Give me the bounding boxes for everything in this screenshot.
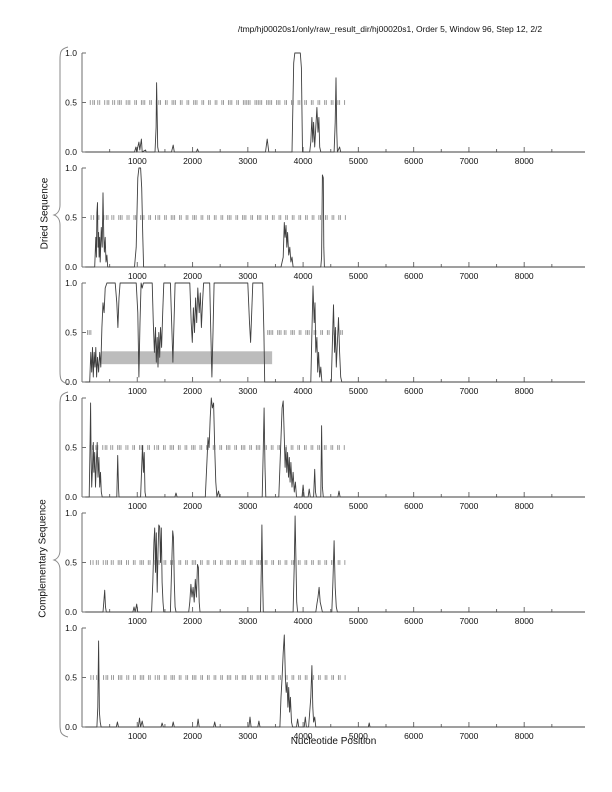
trace-complementary-2 [85,515,585,613]
trace-complementary-3 [85,634,585,728]
svg-text:3000: 3000 [238,731,257,741]
panel-complementary-2: 0.0 0.5 1.0 1000 2000 3000 4000 5000 6000 7000 800… [65,508,585,626]
trace-dried-1 [85,52,585,153]
svg-text:6000: 6000 [404,731,423,741]
brace-top-icon [52,46,69,385]
panel-complementary-3: 0.0 0.5 1.0 1000 2000 3000 4000 5000 6000 7000 800… [65,623,585,741]
svg-text:6000: 6000 [404,271,423,281]
svg-text:0.0: 0.0 [65,262,77,272]
svg-text:0.5: 0.5 [65,328,77,338]
svg-text:4000: 4000 [294,731,313,741]
svg-text:6000: 6000 [404,616,423,626]
svg-text:1.0: 1.0 [65,48,77,58]
svg-text:1.0: 1.0 [65,393,77,403]
svg-text:1000: 1000 [128,271,147,281]
trace-complementary-1 [85,397,585,498]
svg-text:7000: 7000 [459,156,478,166]
svg-text:5000: 5000 [349,386,368,396]
svg-text:7000: 7000 [459,271,478,281]
svg-text:3000: 3000 [238,271,257,281]
svg-text:0.0: 0.0 [65,722,77,732]
svg-text:5000: 5000 [349,501,368,511]
svg-text:5000: 5000 [349,731,368,741]
svg-text:7000: 7000 [459,731,478,741]
svg-text:8000: 8000 [515,501,534,511]
svg-text:3000: 3000 [238,616,257,626]
svg-text:1.0: 1.0 [65,508,77,518]
svg-text:8000: 8000 [515,271,534,281]
svg-text:0.0: 0.0 [65,147,77,157]
svg-text:3000: 3000 [238,156,257,166]
svg-text:5000: 5000 [349,271,368,281]
svg-text:7000: 7000 [459,616,478,626]
panel-dried-2: 0.0 0.5 1.0 1000 2000 3000 4000 5000 6000 7000 800… [65,163,585,281]
svg-text:4000: 4000 [294,501,313,511]
svg-text:6000: 6000 [404,156,423,166]
svg-text:8000: 8000 [515,156,534,166]
panel-dried-1: 0.0 0.5 1.0 1000 2000 3000 4000 5000 6000 7000 800… [65,48,585,166]
highlight-band [101,351,273,365]
svg-text:8000: 8000 [515,386,534,396]
svg-text:3000: 3000 [238,386,257,396]
svg-text:4000: 4000 [294,271,313,281]
svg-text:0.0: 0.0 [65,607,77,617]
svg-text:2000: 2000 [183,156,202,166]
svg-text:2000: 2000 [183,616,202,626]
svg-text:2000: 2000 [183,731,202,741]
svg-text:8000: 8000 [515,731,534,741]
panel-dried-3: 0.0 0.5 1.0 1000 2000 3000 4000 5000 6000 7000 800… [65,278,585,396]
svg-text:0.5: 0.5 [65,673,77,683]
svg-text:6000: 6000 [404,501,423,511]
svg-text:7000: 7000 [459,501,478,511]
svg-text:1.0: 1.0 [65,278,77,288]
svg-text:5000: 5000 [349,616,368,626]
brace-bottom-icon [52,391,69,738]
svg-text:0.0: 0.0 [65,377,77,387]
svg-text:1000: 1000 [128,616,147,626]
svg-text:1000: 1000 [128,386,147,396]
svg-text:0.5: 0.5 [65,443,77,453]
svg-text:8000: 8000 [515,616,534,626]
svg-text:7000: 7000 [459,386,478,396]
svg-text:0.5: 0.5 [65,98,77,108]
x-axis-label: Nucleotide Position [290,736,377,747]
svg-text:1000: 1000 [128,156,147,166]
svg-text:2000: 2000 [183,501,202,511]
svg-text:4000: 4000 [294,616,313,626]
panel-complementary-1: 0.0 0.5 1.0 1000 2000 3000 4000 5000 6000 7000 800… [65,393,585,511]
svg-text:5000: 5000 [349,156,368,166]
svg-text:0.5: 0.5 [65,213,77,223]
svg-text:2000: 2000 [183,386,202,396]
group-label-dried: Dried Sequence [39,177,51,250]
svg-text:1000: 1000 [128,731,147,741]
svg-text:0.5: 0.5 [65,558,77,568]
figure-title: /tmp/hj00020s1/only/raw_result_dir/hj000… [237,24,543,34]
svg-text:1.0: 1.0 [65,623,77,633]
svg-text:1.0: 1.0 [65,163,77,173]
svg-text:3000: 3000 [238,501,257,511]
svg-text:4000: 4000 [294,156,313,166]
svg-text:1000: 1000 [128,501,147,511]
group-braces [52,46,69,738]
trace-dried-3 [85,282,585,383]
svg-text:4000: 4000 [294,386,313,396]
svg-text:2000: 2000 [183,271,202,281]
svg-text:6000: 6000 [404,386,423,396]
svg-text:0.0: 0.0 [65,492,77,502]
group-label-complementary: Complementary Sequence [37,499,49,618]
trace-dried-2 [85,167,585,268]
